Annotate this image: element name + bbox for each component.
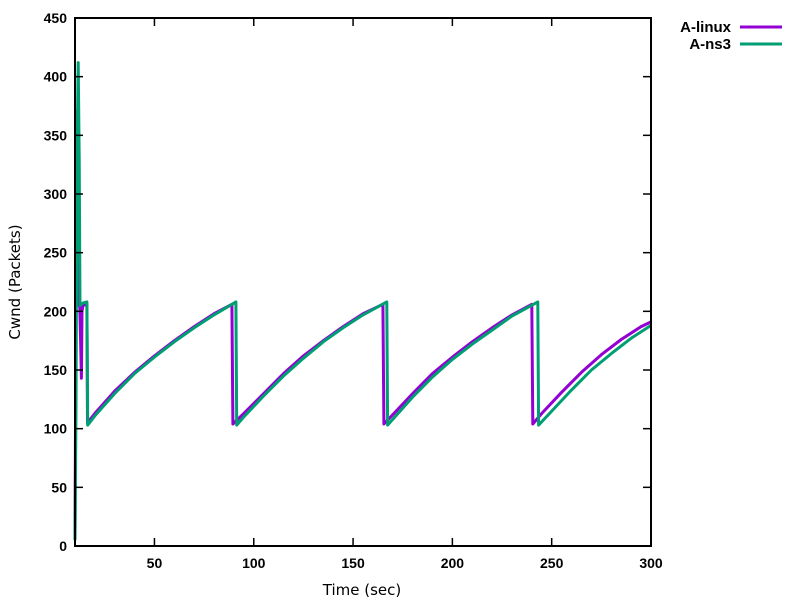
plot-frame (74, 17, 652, 547)
plot-lines (73, 61, 652, 541)
legend-label: A-linux (680, 19, 731, 36)
x-tick-label: 100 (242, 555, 266, 571)
y-tick-label: 100 (44, 421, 68, 437)
series-line-1 (73, 61, 652, 541)
x-tick-label: 200 (441, 555, 465, 571)
x-tick-label: 300 (639, 555, 663, 571)
x-tick-label: 250 (540, 555, 564, 571)
series-line-0 (73, 110, 652, 541)
axes (74, 17, 652, 547)
y-tick-label: 50 (51, 479, 67, 495)
y-axis-ticks: 0 50 100 150 200 250 300 350 400 450 (44, 10, 651, 554)
legend-label: A-ns3 (689, 36, 731, 53)
y-tick-label: 150 (44, 362, 68, 378)
x-axis-ticks: 50 100 150 200 250 300 (147, 18, 663, 571)
y-tick-label: 250 (44, 245, 68, 261)
y-tick-label: 400 (44, 69, 68, 85)
y-axis-label: Cwnd (Packets) (6, 224, 24, 339)
x-tick-label: 150 (341, 555, 365, 571)
y-tick-label: 300 (44, 186, 68, 202)
y-tick-label: 200 (44, 303, 68, 319)
y-tick-label: 350 (44, 127, 68, 143)
x-axis-label: Time (sec) (322, 581, 401, 599)
y-tick-label: 0 (59, 538, 67, 554)
y-tick-label: 450 (44, 10, 68, 26)
x-tick-label: 50 (147, 555, 163, 571)
